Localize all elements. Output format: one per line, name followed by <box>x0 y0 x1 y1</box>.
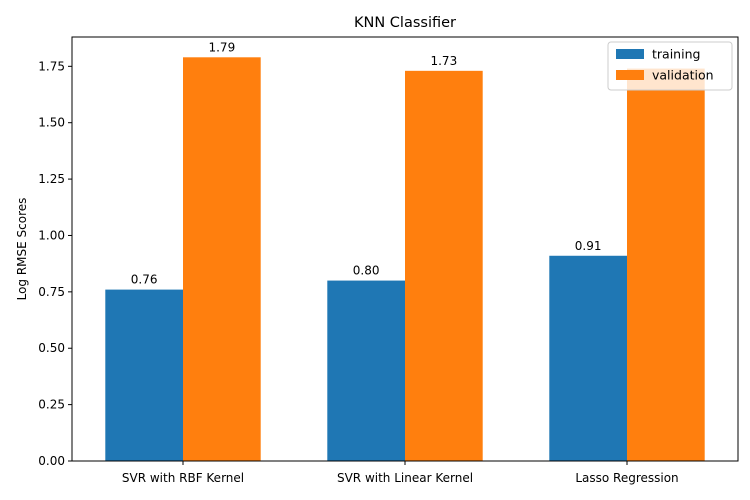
x-tick-label: SVR with Linear Kernel <box>337 471 473 485</box>
bar-validation-1 <box>183 57 261 461</box>
y-tick-label: 0.00 <box>38 454 65 468</box>
y-tick-label: 1.25 <box>38 172 65 186</box>
legend-label-validation: validation <box>652 68 714 83</box>
bar-label-training-3: 0.91 <box>575 239 602 253</box>
bar-validation-2 <box>405 70 483 462</box>
bar-training-2 <box>327 280 405 461</box>
bar-label-validation-2: 1.73 <box>430 54 457 68</box>
bar-training-1 <box>105 289 183 461</box>
legend-label-training: training <box>652 47 700 62</box>
y-axis-title: Log RMSE Scores <box>15 198 29 301</box>
x-tick-label: SVR with RBF Kernel <box>122 471 244 485</box>
chart-title: KNN Classifier <box>354 15 456 31</box>
bar-validation-3 <box>627 68 705 462</box>
legend: training validation <box>607 41 733 91</box>
bar-labels-layer: 0.76 1.79 0.80 1.73 0.91 <box>131 40 602 286</box>
bars-layer <box>105 57 705 462</box>
y-tick-label: 0.50 <box>38 341 65 355</box>
y-axis: 0.00 0.25 0.50 0.75 1.00 1.25 1.50 1.75 <box>38 59 72 468</box>
bar-label-training-2: 0.80 <box>353 264 380 278</box>
legend-swatch-validation <box>616 70 644 80</box>
y-tick-label: 1.00 <box>38 228 65 242</box>
bar-label-validation-1: 1.79 <box>208 40 235 54</box>
x-axis: SVR with RBF Kernel SVR with Linear Kerne… <box>122 461 679 485</box>
y-tick-label: 0.25 <box>38 398 65 412</box>
y-tick-label: 1.50 <box>38 116 65 130</box>
y-tick-label: 0.75 <box>38 285 65 299</box>
legend-swatch-training <box>616 49 644 59</box>
y-tick-label: 1.75 <box>38 59 65 73</box>
x-tick-label: Lasso Regression <box>575 471 678 485</box>
bar-training-3 <box>549 255 627 461</box>
bar-label-training-1: 0.76 <box>131 273 158 287</box>
